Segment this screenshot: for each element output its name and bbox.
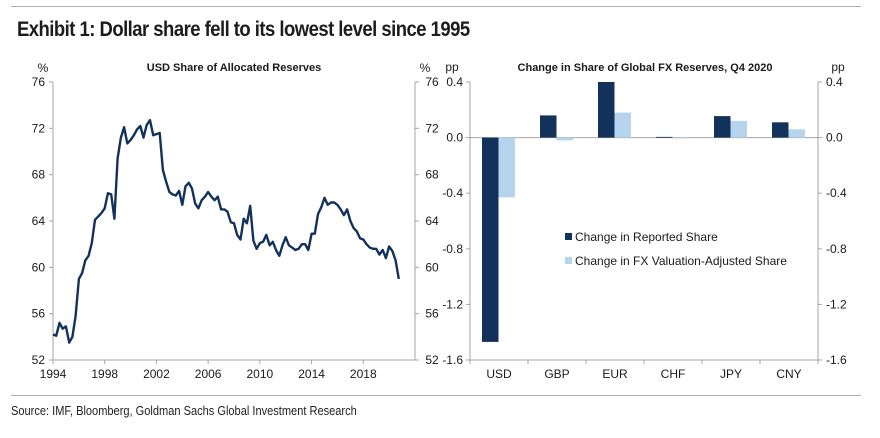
bar-category-label: GBP [544,367,569,381]
bar-right-tick-label: -0.8 [826,242,847,256]
bar-adjusted-usd [498,137,515,198]
bar-left-axis: 0.4 0.0 -0.4 -0.8 -1.2 -1.6 [442,75,471,367]
bar-left-tick-label: -1.2 [442,297,463,311]
line-left-tick-label: 56 [32,307,46,321]
bar-right-tick-label: -0.4 [826,186,847,200]
exhibit-title: Exhibit 1: Dollar share fell to its lowe… [17,18,470,41]
line-right-unit-label: % [420,61,431,75]
line-right-tick-label: 52 [425,353,439,367]
legend-label-reported: Change in Reported Share [575,230,718,244]
line-right-tick-label: 72 [425,121,439,135]
line-left-tick-label: 52 [32,353,46,367]
line-left-tick-label: 68 [32,168,46,182]
usd-share-line [52,119,400,344]
legend-label-adjusted: Change in FX Valuation-Adjusted Share [575,254,787,268]
bar-adjusted-chf [672,137,689,139]
source-note: Source: IMF, Bloomberg, Goldman Sachs Gl… [11,403,357,418]
line-x-tick-label: 1994 [40,367,67,381]
line-right-axis: 76 72 68 64 60 56 52 [414,75,439,367]
bar-chart-title: Change in Share of Global FX Reserves, Q… [518,62,773,74]
bar-right-tick-label: -1.6 [826,353,847,367]
line-x-tick-label: 2002 [143,367,170,381]
bar-legend: Change in Reported Share Change in FX Va… [565,230,787,268]
line-x-tick-label: 2006 [195,367,222,381]
bar-adjusted-gbp [556,137,573,141]
line-x-tick-label: 2010 [247,367,274,381]
line-left-axis: 76 72 68 64 60 56 52 [32,75,54,367]
bar-adjusted-jpy [730,120,747,138]
bar-left-tick-label: -0.4 [442,186,463,200]
bar-right-unit-label: pp [831,60,845,74]
bar-category-label: JPY [720,367,742,381]
line-left-tick-label: 64 [32,214,46,228]
line-right-tick-label: 56 [425,307,439,321]
line-left-unit-label: % [38,61,49,75]
bar-left-tick-label: -0.8 [442,242,463,256]
bar-left-unit-label: pp [445,60,459,74]
legend-swatch-adjusted [565,257,572,264]
legend-swatch-reported [565,233,572,240]
bar-category-label: USD [486,367,512,381]
bars-group [482,82,805,342]
bar-right-tick-label: -1.2 [826,297,847,311]
line-right-tick-label: 76 [425,75,439,89]
bar-reported-jpy [714,116,731,138]
bar-reported-eur [598,82,615,138]
bar-left-tick-label: -1.6 [442,353,463,367]
usd-share-line-chart: USD Share of Allocated Reserves % % 76 72… [32,61,439,381]
line-left-tick-label: 72 [32,121,46,135]
bar-category-label: CHF [661,367,686,381]
bar-reported-usd [482,137,499,342]
line-right-tick-label: 68 [425,168,439,182]
bar-category-label: CNY [776,367,801,381]
line-x-tick-label: 2018 [350,367,377,381]
bar-reported-chf [656,136,673,138]
bar-left-tick-label: 0.0 [446,131,463,145]
bar-right-tick-label: 0.0 [826,131,843,145]
bar-left-tick-label: 0.4 [446,75,463,89]
line-right-tick-label: 64 [425,214,439,228]
line-left-tick-label: 60 [32,260,46,274]
bar-category-label: EUR [602,367,628,381]
bar-adjusted-cny [788,129,805,138]
line-left-tick-label: 76 [32,75,46,89]
bar-right-tick-label: 0.4 [826,75,843,89]
bar-x-axis: USD GBP EUR CHF JPY CNY [469,137,819,381]
top-rule [11,6,861,7]
bar-right-axis: 0.4 0.0 -0.4 -0.8 -1.2 -1.6 [817,75,847,367]
line-x-tick-label: 2014 [298,367,325,381]
line-chart-title: USD Share of Allocated Reserves [147,62,321,74]
bar-adjusted-eur [614,112,631,138]
bottom-rule [11,395,861,396]
line-right-tick-label: 60 [425,260,439,274]
bar-reported-gbp [540,115,557,138]
line-x-axis: 1994 1998 2002 2006 2010 2014 2018 [40,359,415,381]
bar-reported-cny [772,122,789,138]
fx-reserves-bar-chart: Change in Share of Global FX Reserves, Q… [442,60,847,381]
line-x-tick-label: 1998 [91,367,118,381]
